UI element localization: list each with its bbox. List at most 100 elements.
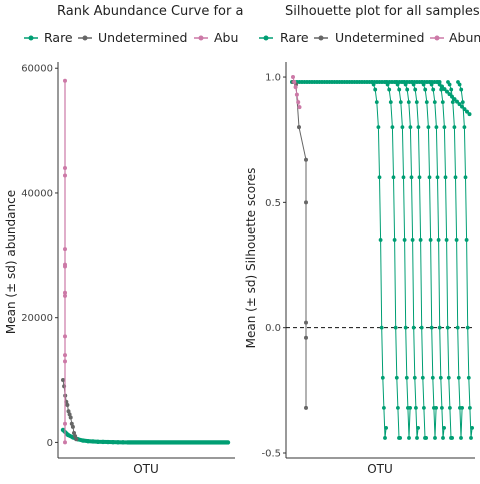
left-series-rare-point bbox=[85, 438, 91, 444]
right-series-rare-point bbox=[428, 238, 433, 242]
right-series-rare-point bbox=[455, 325, 460, 330]
right-legend-item-rare: Rare bbox=[259, 30, 309, 45]
right-series-rare-point bbox=[429, 82, 434, 87]
left-legend: Rare Undetermined Abu bbox=[24, 30, 238, 45]
right-series-rare-point bbox=[412, 375, 417, 380]
right-series-rare-point bbox=[396, 405, 400, 410]
right-series-rare-point bbox=[440, 100, 445, 105]
right-series-rare-point bbox=[455, 99, 459, 104]
right-series-rare-point bbox=[442, 87, 447, 92]
left-legend-item-rare: Rare bbox=[24, 30, 73, 45]
right-series-rare-point bbox=[441, 436, 445, 440]
left-series-undetermined-point bbox=[66, 409, 71, 414]
right-series-rare-point bbox=[385, 82, 390, 87]
right-series-rare-point bbox=[452, 125, 457, 130]
right-series-rare-point bbox=[414, 100, 419, 105]
right-series-rare-point bbox=[424, 436, 428, 440]
right-series-undetermined-point bbox=[304, 200, 308, 205]
right-series-rare-point bbox=[401, 175, 406, 180]
right-series-rare-point bbox=[405, 87, 410, 92]
left-series-rare-point bbox=[60, 427, 66, 433]
left-series-undetermined-point bbox=[73, 434, 78, 439]
left-x-axis-label: OTU bbox=[133, 462, 159, 476]
left-series-abundant-point bbox=[63, 173, 67, 178]
right-series-rare-point bbox=[464, 238, 469, 242]
left-y-tick-label: 20000 bbox=[21, 313, 53, 324]
right-series-abundant-point bbox=[292, 80, 297, 85]
right-series-rare-point bbox=[371, 82, 376, 87]
right-legend: Rare Undetermined Abun bbox=[259, 30, 480, 45]
left-series-undetermined-point bbox=[67, 412, 72, 417]
left-series-abundant-point bbox=[63, 166, 67, 171]
right-legend-label-undetermined: Undetermined bbox=[335, 30, 424, 45]
left-series-undetermined-point bbox=[69, 421, 74, 426]
right-series-rare-point bbox=[379, 325, 384, 330]
right-series-rare-point bbox=[429, 325, 434, 330]
right-series-rare-point bbox=[413, 87, 418, 92]
right-series-rare-point bbox=[410, 238, 415, 242]
right-series-rare-drop-line bbox=[403, 81, 419, 439]
right-y-tick-label: -0.5 bbox=[261, 448, 281, 459]
right-series-rare-point bbox=[392, 238, 397, 242]
right-y-axis-label: Mean (± sd) Silhouette scores bbox=[244, 168, 258, 349]
right-series-rare-point bbox=[454, 238, 459, 242]
right-series-rare-point bbox=[457, 82, 462, 87]
right-series-rare-point bbox=[433, 436, 437, 440]
right-series-rare-point bbox=[414, 405, 418, 410]
right-series-rare-point bbox=[459, 87, 464, 92]
right-series-rare-drop-line bbox=[385, 81, 401, 439]
right-series-rare-drop-line bbox=[447, 81, 463, 438]
right-series-rare-point bbox=[440, 405, 444, 410]
right-legend-label-rare: Rare bbox=[280, 30, 309, 45]
right-series-rare-point bbox=[420, 375, 425, 380]
right-series-rare-point bbox=[387, 87, 392, 92]
right-series-rare-point bbox=[460, 405, 464, 410]
left-series-undetermined-point bbox=[72, 431, 76, 436]
right-series-rare-point bbox=[427, 175, 432, 180]
right-series-rare-point bbox=[447, 92, 452, 97]
left-chart-title: Rank Abundance Curve for a bbox=[57, 4, 243, 19]
right-series-rare-drop-line bbox=[437, 81, 453, 439]
left-series-undetermined-point bbox=[68, 415, 73, 420]
right-series-abundant-point bbox=[293, 85, 298, 90]
left-series-undetermined-point bbox=[70, 424, 75, 429]
right-series-rare-point bbox=[453, 175, 458, 180]
right-series-rare-point bbox=[409, 175, 414, 180]
right-series-rare-point bbox=[465, 325, 470, 330]
left-series-rare-point bbox=[65, 432, 71, 438]
left-y-axis-label: Mean (± sd) abundance bbox=[4, 190, 18, 334]
right-series-rare-point bbox=[466, 375, 471, 380]
right-series-rare-point bbox=[431, 87, 436, 92]
left-series-abundant-point bbox=[63, 440, 67, 445]
right-series-undetermined-line bbox=[292, 81, 307, 408]
right-series-rare-point bbox=[373, 87, 378, 92]
right-series-rare-point bbox=[374, 100, 379, 105]
right-series-rare-drop-line bbox=[457, 81, 473, 439]
right-series-rare-point bbox=[434, 125, 439, 130]
right-series-rare-point bbox=[468, 405, 472, 410]
right-series-rare-point bbox=[402, 238, 407, 242]
right-series-rare-point bbox=[408, 405, 412, 410]
left-series-rare-point bbox=[110, 439, 116, 445]
right-series-rare-point bbox=[446, 375, 451, 380]
right-series-rare-point bbox=[450, 436, 454, 440]
right-series-rare-point bbox=[450, 100, 455, 105]
right-series-rare-point bbox=[432, 100, 437, 105]
right-series-rare-point bbox=[423, 87, 428, 92]
right-series-rare-point bbox=[463, 175, 468, 180]
left-series-abundant-point bbox=[63, 78, 67, 83]
left-series-undetermined-point bbox=[61, 378, 65, 383]
right-series-rare-point bbox=[459, 436, 463, 440]
right-series-rare-point bbox=[418, 238, 423, 242]
left-series-rare-point bbox=[80, 438, 86, 443]
left-y-tick-label: 0 bbox=[47, 438, 53, 449]
left-series-rare-point bbox=[100, 439, 106, 445]
right-y-tick-label: 0.5 bbox=[265, 198, 281, 209]
right-series-rare-point bbox=[424, 100, 429, 105]
right-series-rare-point bbox=[411, 325, 416, 330]
right-series-rare-point bbox=[437, 82, 442, 87]
right-series-rare-point bbox=[388, 100, 393, 105]
right-series-rare-point bbox=[438, 375, 443, 380]
right-series-abundant-point bbox=[294, 92, 299, 97]
left-series-abundant-point bbox=[63, 334, 67, 339]
